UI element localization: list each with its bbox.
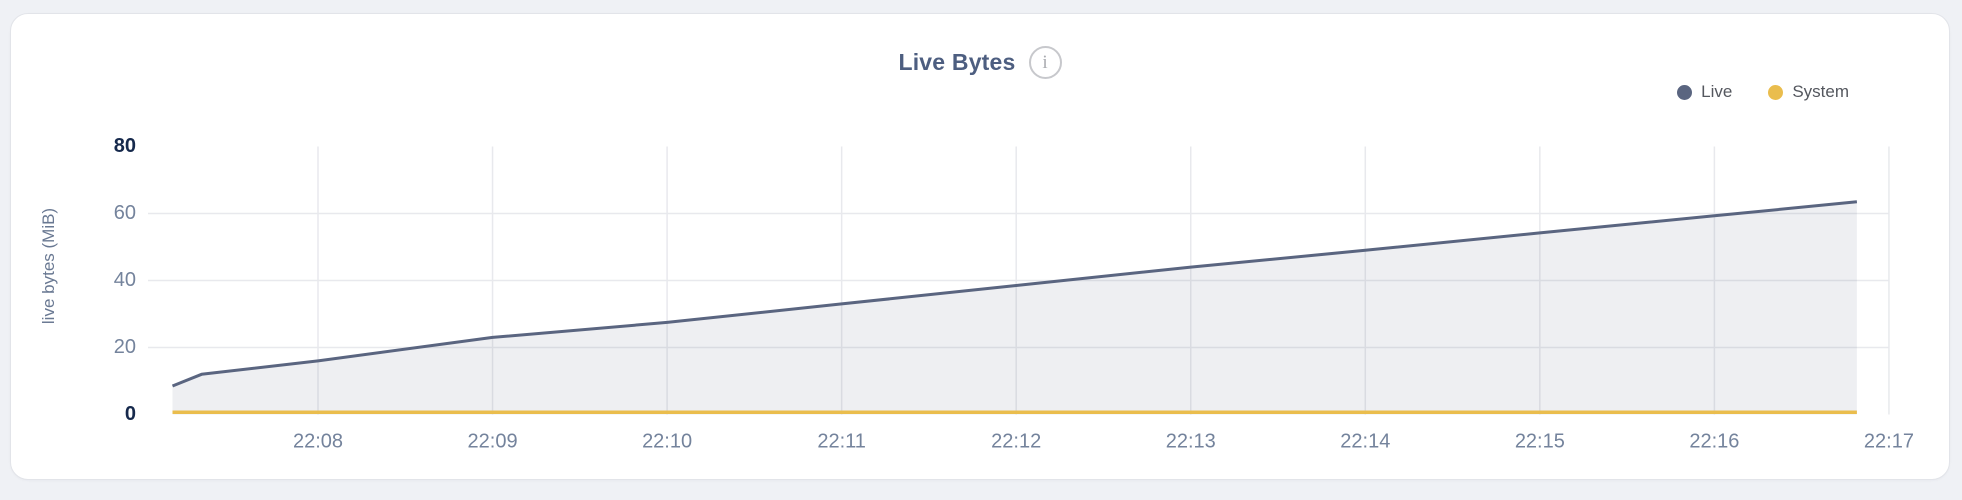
x-tick-label: 22:08 [293, 430, 343, 452]
x-tick-label: 22:15 [1515, 430, 1565, 452]
x-tick-label: 22:09 [468, 430, 518, 452]
x-tick-label: 22:13 [1166, 430, 1216, 452]
chart-header: Live Bytes i [11, 45, 1949, 79]
series-line-live [171, 200, 1858, 388]
legend-label-live: Live [1701, 82, 1733, 101]
y-tick-label: 20 [114, 336, 136, 358]
x-tick-label: 22:10 [642, 430, 692, 452]
chart-plot[interactable]: 22:08 22:09 22:10 22:11 22:12 22:13 22:14 22:15… [11, 14, 1951, 481]
series-area-live [172, 201, 1857, 415]
chart-legend: Live System [1677, 82, 1849, 102]
x-tick-label: 22:11 [817, 430, 866, 452]
y-tick-label: 60 [114, 202, 136, 224]
y-tick-label: 40 [114, 269, 136, 291]
x-tick-label: 22:17 [1864, 430, 1914, 452]
x-tick-label: 22:16 [1689, 430, 1739, 452]
chart-title: Live Bytes [898, 48, 1016, 75]
legend-dot-live [1677, 84, 1693, 100]
info-icon[interactable]: i [1028, 45, 1062, 79]
x-tick-label: 22:14 [1340, 430, 1390, 452]
legend-dot-system [1768, 84, 1784, 100]
live-bytes-chart-card: Live Bytes i Live System live bytes (MiB… [10, 13, 1950, 480]
x-tick-label: 22:12 [991, 430, 1041, 452]
legend-item-system: System [1768, 82, 1849, 102]
legend-item-live: Live [1677, 82, 1732, 102]
legend-label-system: System [1792, 82, 1849, 101]
y-tick-label: 0 [125, 403, 136, 425]
y-tick-label: 80 [114, 135, 136, 157]
